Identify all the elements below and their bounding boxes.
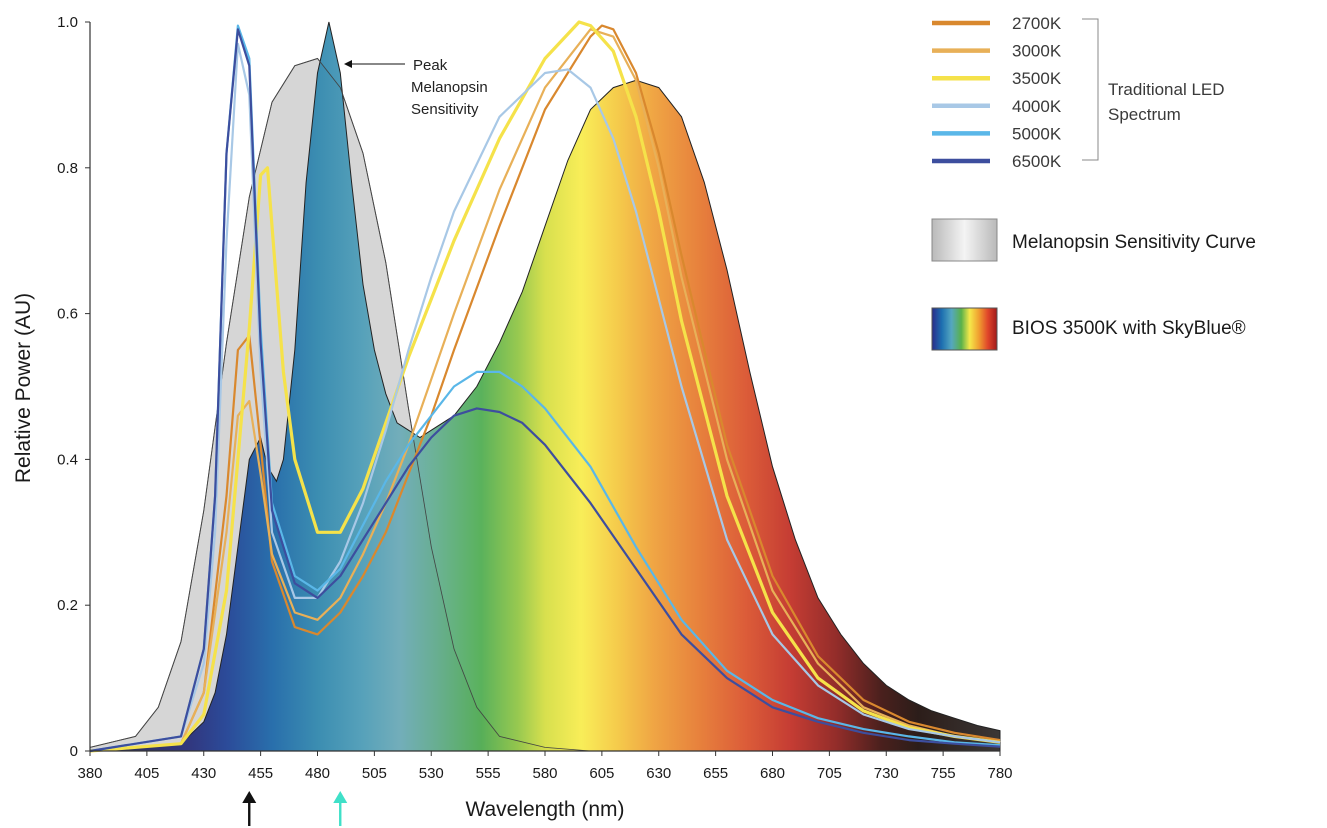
legend-group-label-1: Traditional LED [1108, 80, 1225, 99]
series-line-6500k [89, 28, 1001, 753]
melanopsin-outline [89, 58, 591, 752]
annotation-line-2: Melanopsin [411, 79, 488, 96]
legend-label-melanopsin: Melanopsin Sensitivity Curve [1012, 232, 1256, 253]
legend-label-5000k: 5000K [1012, 124, 1062, 143]
legend-group-label-2: Spectrum [1108, 105, 1181, 124]
marker-arrowhead-490 [333, 791, 348, 803]
y-tick-label: 0.8 [57, 160, 78, 177]
wavelength-markers [242, 791, 348, 826]
legend-label-3000k: 3000K [1012, 42, 1062, 61]
x-tick-label: 730 [874, 765, 899, 782]
legend-line-entries: 2700K 3000K 3500K 4000K 5000K 6500K [932, 14, 1062, 171]
x-tick-label: 405 [134, 765, 159, 782]
series-line-5000k [89, 24, 1001, 753]
legend-label-4000k: 4000K [1012, 97, 1062, 116]
x-tick-label: 630 [646, 765, 671, 782]
series-line-3500k [89, 20, 1001, 753]
annotation-arrowhead [344, 60, 352, 68]
legend-label-6500k: 6500K [1012, 152, 1062, 171]
x-tick-label: 780 [987, 765, 1012, 782]
peak-annotation: Peak Melanopsin Sensitivity [344, 57, 488, 118]
y-tick-label: 0.6 [57, 306, 78, 323]
marker-arrowhead-450 [242, 791, 257, 803]
x-tick-label: 430 [191, 765, 216, 782]
legend-swatch-bios [931, 307, 998, 351]
y-axis-title: Relative Power (AU) [12, 293, 35, 483]
legend-label-3500k: 3500K [1012, 69, 1062, 88]
legend: 2700K 3000K 3500K 4000K 5000K 6500K Tradition… [931, 14, 1256, 351]
x-tick-label: 755 [931, 765, 956, 782]
annotation-line-3: Sensitivity [411, 101, 479, 118]
legend-label-bios: BIOS 3500K with SkyBlue® [1012, 318, 1246, 339]
legend-bracket [1082, 18, 1099, 161]
x-tick-label: 580 [532, 765, 557, 782]
plot-area [89, 20, 1001, 753]
tick-labels: 380 405 430 455 480 505 530 555 580 605 630 655 680 7… [57, 14, 1012, 782]
x-tick-label: 705 [817, 765, 842, 782]
series-line-4000k [89, 42, 1001, 753]
annotation-line-1: Peak [413, 57, 448, 74]
x-axis-title: Wavelength (nm) [465, 798, 624, 821]
legend-swatch-melanopsin [931, 218, 998, 262]
y-tick-label: 0.2 [57, 597, 78, 614]
x-tick-label: 530 [419, 765, 444, 782]
x-tick-label: 380 [77, 765, 102, 782]
x-tick-label: 455 [248, 765, 273, 782]
y-tick-label: 1.0 [57, 14, 78, 31]
x-tick-label: 655 [703, 765, 728, 782]
x-tick-label: 505 [362, 765, 387, 782]
legend-label-2700k: 2700K [1012, 14, 1062, 33]
x-tick-label: 605 [589, 765, 614, 782]
x-tick-label: 680 [760, 765, 785, 782]
y-tick-label: 0.4 [57, 451, 78, 468]
y-tick-label: 0 [70, 743, 78, 760]
x-tick-label: 555 [476, 765, 501, 782]
x-tick-label: 480 [305, 765, 330, 782]
series-line-3000k [89, 28, 1001, 753]
